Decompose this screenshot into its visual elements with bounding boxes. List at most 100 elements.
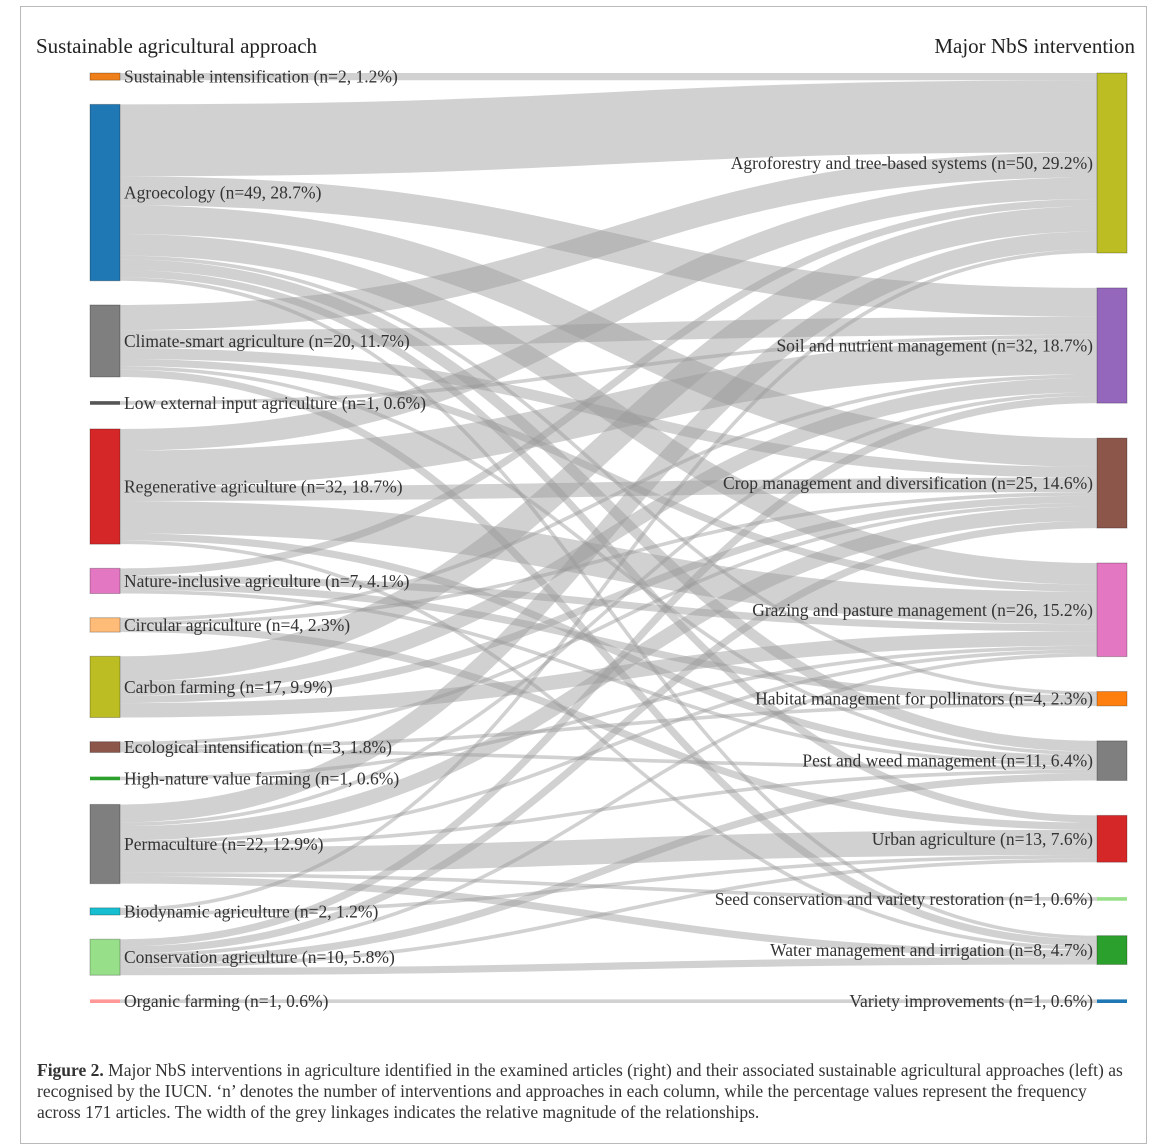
sankey-link xyxy=(119,338,1098,487)
sankey-link xyxy=(119,177,1098,451)
figure-caption: Figure 2. Major NbS interventions in agr… xyxy=(37,1060,1127,1123)
sankey-link xyxy=(119,233,1098,585)
sankey-link xyxy=(119,957,1098,976)
sankey-link xyxy=(119,631,1098,718)
left-node xyxy=(89,617,121,633)
right-node-label: Grazing and pasture management (n=26, 15… xyxy=(752,600,1093,620)
sankey-link xyxy=(119,477,1098,501)
left-node xyxy=(89,103,121,282)
left-node xyxy=(89,803,121,885)
sankey-link xyxy=(119,249,1098,912)
sankey-link xyxy=(119,269,1098,823)
sankey-link xyxy=(119,702,1098,749)
sankey-link xyxy=(119,80,1098,177)
sankey-link xyxy=(119,152,1098,331)
left-node-label: Low external input agriculture (n=1, 0.6… xyxy=(124,393,426,413)
sankey-link xyxy=(119,520,1098,954)
right-node-label: Variety improvements (n=1, 0.6%) xyxy=(849,991,1093,1011)
sankey-link xyxy=(119,829,1098,873)
left-node xyxy=(89,72,121,81)
right-node xyxy=(1096,935,1128,965)
left-node-label: High-nature value farming (n=1, 0.6%) xyxy=(124,768,399,788)
right-node xyxy=(1096,437,1128,529)
sankey-link xyxy=(119,506,1098,841)
sankey-link xyxy=(119,392,1098,827)
left-node xyxy=(90,776,120,781)
sankey-link xyxy=(119,231,1098,823)
sankey-link xyxy=(119,334,1098,405)
sankey-link xyxy=(119,377,1098,696)
right-node-label: Habitat management for pollinators (n=4,… xyxy=(755,689,1093,709)
left-node xyxy=(89,304,121,378)
sankey-link xyxy=(119,858,1098,969)
right-node-label: Seed conservation and variety restoratio… xyxy=(715,889,1093,909)
sankey-link xyxy=(119,876,1098,958)
right-node-label: Crop management and diversification (n=2… xyxy=(723,473,1093,493)
sankey-link xyxy=(119,533,1098,763)
sankey-nodes xyxy=(89,72,1128,1003)
sankey-link xyxy=(119,495,1098,704)
left-node xyxy=(89,741,121,753)
sankey-link xyxy=(119,316,1098,349)
right-node xyxy=(1096,562,1128,658)
right-node xyxy=(1096,691,1128,707)
caption-label: Figure 2. xyxy=(37,1060,104,1080)
left-node xyxy=(89,428,121,545)
sankey-link xyxy=(119,255,1098,696)
right-node xyxy=(1097,999,1127,1003)
sankey-link xyxy=(119,653,1098,958)
right-node xyxy=(1096,740,1128,781)
sankey-link xyxy=(119,649,1098,845)
sankey-links xyxy=(119,72,1098,1004)
sankey-link xyxy=(119,374,1098,622)
sankey-link xyxy=(119,176,1098,317)
sankey-link xyxy=(119,358,1098,592)
sankey-link xyxy=(119,769,1098,848)
right-node-label: Soil and nutrient management (n=32, 18.7… xyxy=(776,336,1093,356)
sankey-link xyxy=(119,575,1098,632)
right-node-label: Pest and weed management (n=11, 6.4%) xyxy=(802,751,1093,771)
left-node xyxy=(90,999,120,1003)
right-node xyxy=(1096,287,1128,404)
right-node xyxy=(1096,814,1128,863)
left-node xyxy=(89,655,121,718)
left-node-label: Sustainable intensification (n=2, 1.2%) xyxy=(124,67,398,87)
sankey-link xyxy=(119,369,1098,947)
sankey-link xyxy=(119,773,1098,965)
sankey-diagram: Sustainable intensification (n=2, 1.2%) A… xyxy=(89,67,1128,1012)
sankey-link xyxy=(119,582,1098,703)
left-node-label: Agroecology (n=49, 28.7%) xyxy=(124,183,322,203)
left-node-label: Nature-inclusive agriculture (n=7, 4.1%) xyxy=(124,571,410,591)
left-node-label: Conservation agriculture (n=10, 5.8%) xyxy=(124,947,395,967)
sankey-link xyxy=(119,492,1098,625)
sankey-link xyxy=(119,277,1098,940)
sankey-link xyxy=(119,748,1098,770)
left-node-label: Biodynamic agriculture (n=2, 1.2%) xyxy=(124,901,378,921)
right-node xyxy=(1097,897,1127,901)
left-node-label: Ecological intensification (n=3, 1.8%) xyxy=(124,737,392,757)
left-node-label: Circular agriculture (n=4, 2.3%) xyxy=(124,615,350,635)
left-node-label: Regenerative agriculture (n=32, 18.7%) xyxy=(124,477,403,497)
left-node xyxy=(89,907,121,916)
sankey-labels: Sustainable intensification (n=2, 1.2%) A… xyxy=(124,67,1093,1012)
sankey-link xyxy=(119,500,1098,625)
sankey-link xyxy=(119,259,1098,752)
caption-text: Major NbS interventions in agriculture i… xyxy=(37,1060,1123,1122)
sankey-link xyxy=(119,872,1098,901)
figure-frame xyxy=(20,6,1147,1144)
sankey-link xyxy=(119,366,1098,756)
left-node xyxy=(89,567,121,595)
right-node-label: Water management and irrigation (n=8, 4.… xyxy=(770,940,1093,960)
sankey-link xyxy=(119,855,1098,916)
sankey-link xyxy=(119,348,1098,478)
left-node-label: Climate-smart agriculture (n=20, 11.7%) xyxy=(124,331,410,351)
left-node-label: Organic farming (n=1, 0.6%) xyxy=(124,991,329,1011)
right-column-title: Major NbS intervention xyxy=(934,34,1135,58)
left-node-label: Carbon farming (n=17, 9.9%) xyxy=(124,677,333,697)
sankey-link xyxy=(119,206,1098,682)
sankey-link xyxy=(119,540,1098,951)
sankey-link xyxy=(119,589,1098,767)
sankey-link xyxy=(119,645,1098,781)
left-node-label: Permaculture (n=22, 12.9%) xyxy=(124,834,324,854)
left-node xyxy=(89,938,121,976)
